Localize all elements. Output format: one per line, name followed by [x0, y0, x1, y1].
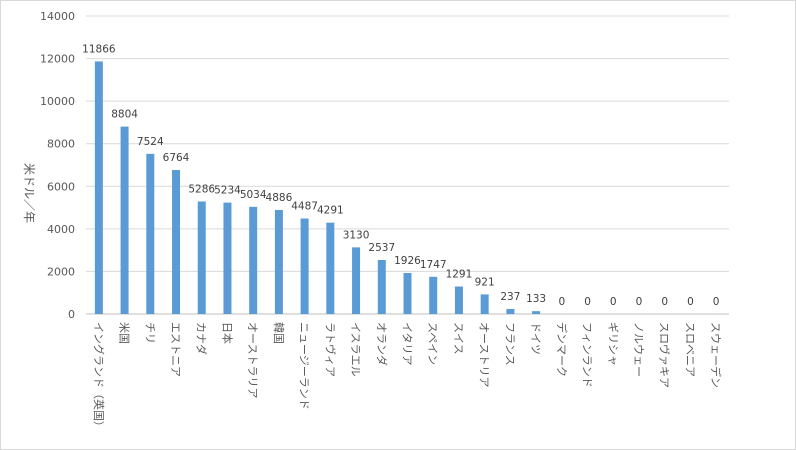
bar: [94, 61, 103, 315]
y-tick-label: 10000: [40, 95, 75, 108]
category-label: スウェーデン: [709, 322, 723, 388]
y-tick-label: 0: [68, 308, 75, 321]
category-label: オランダ: [375, 322, 389, 366]
data-label: 1926: [394, 255, 421, 267]
y-tick-label: 4000: [47, 223, 75, 236]
bar: [326, 222, 335, 314]
data-label: 0: [713, 296, 720, 308]
bar: [403, 273, 412, 314]
category-label: 日本: [220, 322, 234, 344]
data-label: 4487: [291, 200, 318, 212]
data-label: 3130: [343, 229, 370, 241]
bar: [172, 170, 181, 314]
category-label: 米国: [118, 322, 131, 344]
data-label: 1747: [420, 259, 447, 271]
bar: [377, 259, 386, 314]
data-label: 2537: [368, 242, 395, 254]
data-labels: 11866 8804 7524 6764 52865234503448864487429…: [82, 43, 719, 308]
category-label: フィンランド: [581, 322, 594, 388]
data-label: 0: [661, 296, 668, 308]
bar: [223, 202, 232, 314]
data-label: 11866: [82, 43, 116, 55]
bar: [120, 126, 129, 314]
y-tick-label: 8000: [47, 138, 75, 151]
data-label: 5234: [214, 185, 241, 197]
bars: [94, 61, 541, 315]
bar: [197, 201, 206, 314]
bar: [274, 209, 283, 314]
bar: [506, 308, 515, 314]
data-label: 1291: [446, 269, 473, 281]
category-label: スイス: [452, 322, 465, 355]
data-label: 921: [475, 276, 495, 288]
category-label: エストニア: [169, 322, 182, 377]
data-label: 6764: [163, 152, 190, 164]
data-label: 0: [687, 296, 694, 308]
bar: [480, 294, 489, 314]
data-label: 4886: [266, 192, 293, 204]
data-label: 0: [584, 296, 591, 308]
bar: [146, 153, 155, 314]
y-tick-label: 6000: [47, 180, 75, 193]
category-label: ノルウェー: [632, 322, 645, 377]
category-label: オーストラリア: [246, 322, 259, 398]
y-tick-label: 2000: [47, 265, 75, 278]
category-label: チリ: [143, 322, 156, 344]
category-label: ドイツ: [529, 322, 542, 355]
data-label: 7524: [137, 136, 164, 148]
data-label: 0: [636, 296, 643, 308]
data-label: 5286: [188, 183, 215, 195]
gridlines: [86, 15, 729, 315]
category-label: フランス: [503, 322, 516, 366]
category-label: 韓国: [272, 322, 285, 344]
category-label: オーストリア: [478, 322, 491, 387]
y-axis-ticks: 0 2000 4000 6000 8000 10000 12000 14000: [40, 10, 75, 321]
bar: [532, 311, 541, 314]
bar: [249, 206, 258, 314]
data-label: 0: [610, 296, 617, 308]
bar: [454, 286, 463, 314]
category-labels: イングランド（英国） 米国 チリ エストニア カナダ 日本 オーストラリア 韓国 ニュージーラン…: [92, 322, 723, 432]
data-label: 133: [526, 293, 546, 305]
category-label: スペイン: [426, 322, 439, 365]
category-label: ギリシャ: [606, 322, 619, 366]
category-label: ラトヴィア: [323, 322, 337, 377]
category-label: デンマーク: [555, 322, 569, 377]
category-label: イングランド（英国）: [92, 322, 106, 432]
bar: [352, 247, 361, 314]
y-tick-label: 12000: [40, 53, 75, 66]
data-label: 5034: [240, 189, 267, 201]
category-label: スロヴァキア: [658, 322, 672, 388]
bar: [429, 276, 438, 314]
data-label: 8804: [111, 109, 138, 121]
category-label: イタリア: [401, 322, 414, 366]
category-label: イスラエル: [349, 322, 362, 377]
data-label: 0: [558, 296, 565, 308]
y-tick-label: 14000: [40, 10, 75, 23]
data-label: 4291: [317, 205, 344, 217]
category-label: ニュージーランド: [298, 322, 311, 410]
category-label: スロベニア: [683, 322, 696, 377]
y-axis-label: 米ドル／年: [22, 163, 36, 223]
category-label: カナダ: [195, 322, 209, 355]
bar: [300, 218, 309, 314]
data-label: 237: [500, 291, 520, 303]
